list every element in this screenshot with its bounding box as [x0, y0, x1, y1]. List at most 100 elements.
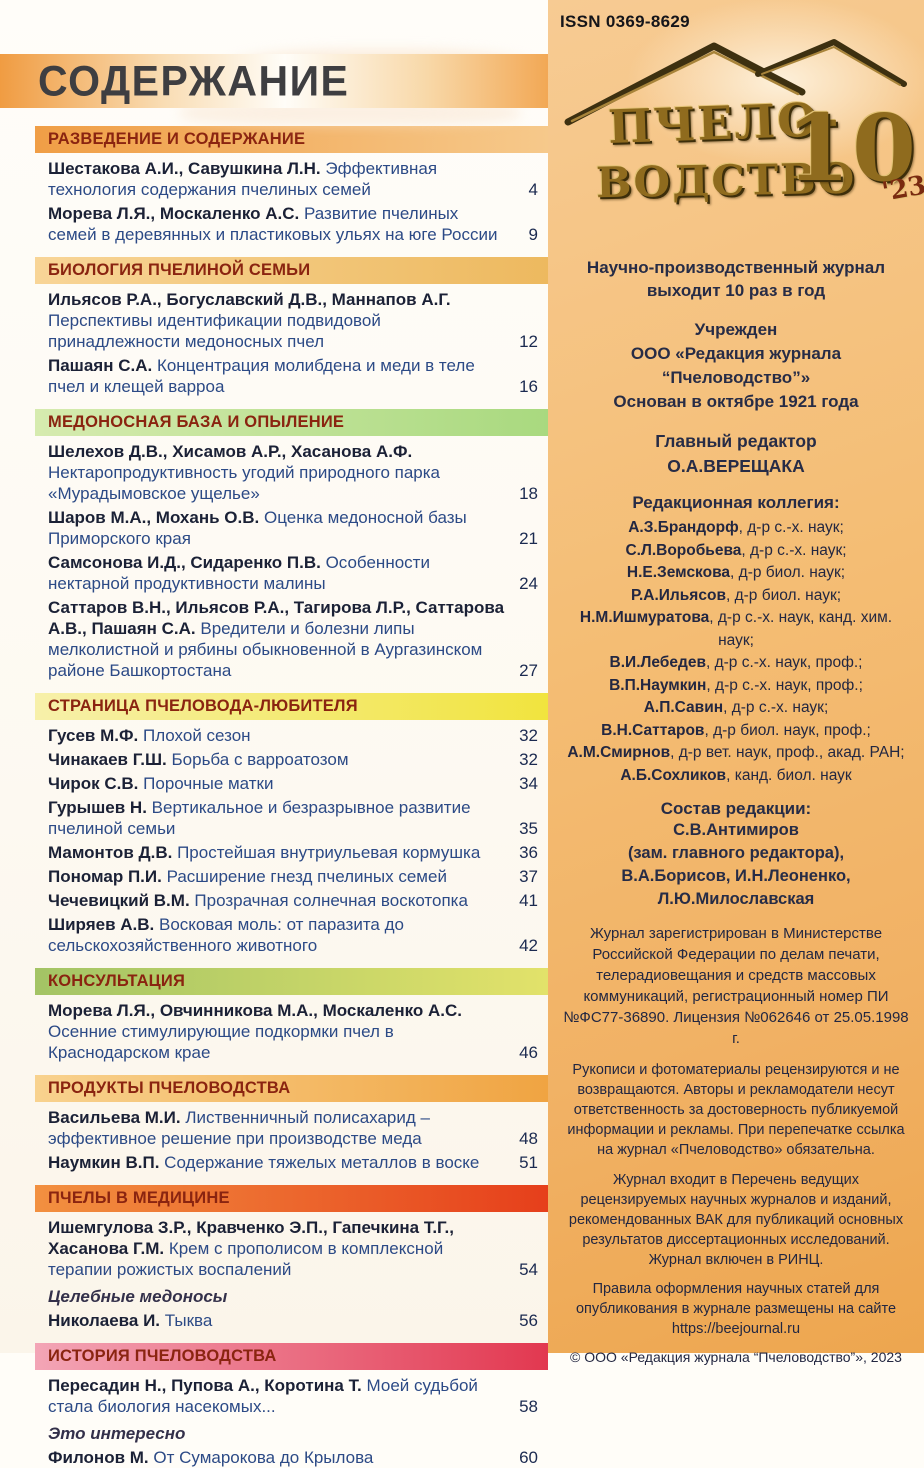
item-page-number: 27 [519, 661, 538, 680]
chief-editor-name: О.А.ВЕРЕЩАКА [667, 456, 805, 476]
item-authors: Чирок С.В. [48, 774, 139, 793]
item-authors: Пашаян С.А. [48, 356, 153, 375]
toc-item: Морева Л.Я., Овчинникова М.А., Москаленк… [48, 1000, 538, 1063]
item-page-number: 34 [519, 774, 538, 793]
founded-line: Учрежден [694, 320, 778, 339]
item-title: Простейшая внутриульевая кормушка [177, 843, 481, 862]
toc-item: Чирок С.В. Порочные матки 34 [48, 773, 538, 794]
item-title: Плохой сезон [142, 726, 251, 745]
item-authors: Ширяев А.В. [48, 915, 155, 934]
board-member: В.Н.Саттаров, д-р биол. наук, проф.; [601, 721, 871, 739]
item-title: Борьба с варроатозом [171, 750, 349, 769]
roof-icon [564, 39, 907, 126]
item-page-number: 54 [519, 1260, 538, 1279]
section-header-label: РАЗВЕДЕНИЕ И СОДЕРЖАНИЕ [48, 130, 306, 148]
staff-line: С.В.Антимиров [673, 821, 799, 839]
section-header-bar: ИСТОРИЯ ПЧЕЛОВОДСТВА [35, 1343, 548, 1370]
item-title: Оценка медоносной базы Приморского края [48, 508, 467, 548]
item-page-number: 9 [528, 225, 538, 244]
toc-item: Пономар П.И. Расширение гнезд пчелиных се… [48, 866, 538, 887]
toc-section: КОНСУЛЬТАЦИЯ Морева Л.Я., Овчинникова М.… [0, 968, 548, 1063]
toc-item: Наумкин В.П. Содержание тяжелых металлов … [48, 1152, 538, 1173]
chief-editor-block: Главный редактор О.А.ВЕРЕЩАКА [562, 429, 910, 479]
section-header-bar: ПРОДУКТЫ ПЧЕЛОВОДСТВА [35, 1075, 548, 1102]
item-page-number: 46 [519, 1043, 538, 1062]
item-page-number: 48 [519, 1129, 538, 1148]
toc-item: Саттаров В.Н., Ильясов Р.А., Тагирова Л.… [48, 597, 538, 681]
item-page-number: 58 [519, 1397, 538, 1416]
issn-label: ISSN 0369-8629 [560, 12, 690, 31]
item-page-number: 32 [519, 726, 538, 745]
section-header-bar: СТРАНИЦА ПЧЕЛОВОДА-ЛЮБИТЕЛЯ [35, 693, 548, 720]
item-page-number: 24 [519, 574, 538, 593]
item-authors: Морева Л.Я., Овчинникова М.А., Москаленк… [48, 1001, 462, 1020]
toc-item: Шестакова А.И., Савушкина Л.Н. Эффективна… [48, 158, 538, 200]
journal-subtitle: Научно-производственный журнал выходит 1… [586, 258, 886, 300]
item-title: Нектаропродуктивность угодий природного … [48, 463, 441, 503]
item-authors: Ильясов Р.А., Богуславский Д.В., Маннапо… [48, 290, 451, 309]
founded-line: Основан в октябре 1921 года [613, 392, 859, 411]
item-authors: Саттаров В.Н., Ильясов Р.А., Тагирова Л.… [48, 598, 505, 638]
item-title: Развитие пчелиных семей в деревянных и п… [48, 204, 498, 244]
item-authors: Николаева И. [48, 1311, 161, 1330]
toc-section: МЕДОНОСНАЯ БАЗА И ОПЫЛЕНИЕ Шелехов Д.В.,… [0, 409, 548, 681]
item-authors: Морева Л.Я., Москаленко А.С. [48, 204, 300, 223]
copyright-line: © ООО «Редакция журнала “Пчеловодство”»,… [570, 1349, 902, 1365]
toc-item: Самсонова И.Д., Сидаренко П.В. Особенност… [48, 552, 538, 594]
item-title: Восковая моль: от паразита до сельскохоз… [48, 915, 404, 955]
section-header-label: ИСТОРИЯ ПЧЕЛОВОДСТВА [48, 1347, 277, 1365]
staff-line: В.А.Борисов, И.Н.Леоненко, [621, 867, 851, 885]
toc-item: Шелехов Д.В., Хисамов А.Р., Хасанова А.Ф… [48, 441, 538, 504]
logo-issue-year: '23 [879, 170, 924, 208]
title-band: СОДЕРЖАНИЕ [0, 54, 548, 108]
item-title: Лиственничный полисахарид – эффективное … [48, 1108, 430, 1148]
toc-item: Чинакаев Г.Ш. Борьба с варроатозом 32 [48, 749, 538, 770]
toc-section: ПРОДУКТЫ ПЧЕЛОВОДСТВА Васильева М.И. Лист… [0, 1075, 548, 1173]
section-header-label: КОНСУЛЬТАЦИЯ [48, 972, 186, 990]
board-member: С.Л.Воробьева, д-р с.-х. наук; [625, 541, 847, 559]
section-header-label: МЕДОНОСНАЯ БАЗА И ОПЫЛЕНИЕ [48, 413, 345, 431]
item-authors: Филонов М. [48, 1448, 149, 1467]
item-authors: Ишемгулова З.Р., Кравченко Э.П., Гапечки… [48, 1218, 454, 1258]
toc-item: Гурышев Н. Вертикальное и безразрывное ра… [48, 797, 538, 839]
item-authors: Наумкин В.П. [48, 1153, 160, 1172]
section-header-bar: БИОЛОГИЯ ПЧЕЛИНОЙ СЕМЬИ [35, 257, 548, 284]
toc-item: Пашаян С.А. Концентрация молибдена и меди… [48, 355, 538, 397]
board-member: А.П.Савин, д-р с.-х. наук; [643, 699, 829, 716]
founded-line: ООО «Редакция журнала “Пчеловодство”» [630, 344, 842, 387]
editorial-board-label: Редакционная коллегия: [632, 493, 840, 512]
board-member: А.М.Смирнов, д-р вет. наук, проф., акад.… [567, 744, 905, 761]
item-page-number: 41 [519, 891, 538, 910]
section-header-label: ПРОДУКТЫ ПЧЕЛОВОДСТВА [48, 1079, 291, 1097]
item-page-number: 32 [519, 750, 538, 769]
board-member: Н.Е.Земскова, д-р биол. наук; [626, 564, 846, 581]
section-header-bar: ПЧЕЛЫ В МЕДИЦИНЕ [35, 1185, 548, 1212]
item-authors: Чечевицкий В.М. [48, 891, 190, 910]
item-page-number: 51 [519, 1153, 538, 1172]
chief-editor-label: Главный редактор [655, 431, 817, 451]
manuscripts-paragraph: Рукописи и фотоматериалы рецензируются и… [567, 1062, 905, 1158]
rules-paragraph: Правила оформления научных статей для оп… [575, 1281, 897, 1337]
item-page-number: 42 [519, 936, 538, 955]
subsection-heading: Это интересно [48, 1424, 186, 1443]
toc-column: СОДЕРЖАНИЕ РАЗВЕДЕНИЕ И СОДЕРЖАНИЕ Шеста… [0, 0, 548, 1467]
item-title: Тыква [164, 1311, 213, 1330]
item-page-number: 60 [519, 1448, 538, 1467]
item-page-number: 37 [519, 867, 538, 886]
masthead-column: ISSN 0369-8629 ПЧЕЛО- ВОДСТВО 10 '23 Нау… [548, 0, 924, 1365]
item-title: Вредители и болезни липы мелколистной и … [48, 619, 483, 680]
page-title: СОДЕРЖАНИЕ [38, 56, 350, 105]
board-member: В.И.Лебедев, д-р с.-х. наук, проф.; [609, 654, 863, 671]
toc-item: Морева Л.Я., Москаленко А.С. Развитие пче… [48, 203, 538, 245]
table-of-contents: РАЗВЕДЕНИЕ И СОДЕРЖАНИЕ Шестакова А.И., … [0, 108, 548, 1468]
item-page-number: 21 [519, 529, 538, 548]
item-authors: Васильева М.И. [48, 1108, 181, 1127]
item-page-number: 4 [528, 180, 538, 199]
toc-item: Ильясов Р.А., Богуславский Д.В., Маннапо… [48, 289, 538, 352]
item-page-number: 16 [519, 377, 538, 396]
staff-line: Л.Ю.Милославская [657, 890, 815, 908]
rinc-line: Журнал включен в РИНЦ. [648, 1252, 824, 1268]
vak-paragraph: Журнал входит в Перечень ведущих рецензи… [568, 1172, 904, 1248]
board-member: Р.А.Ильясов, д-р биол. наук; [630, 586, 842, 604]
item-title: Эффективная технология содержания пчелин… [48, 159, 438, 199]
